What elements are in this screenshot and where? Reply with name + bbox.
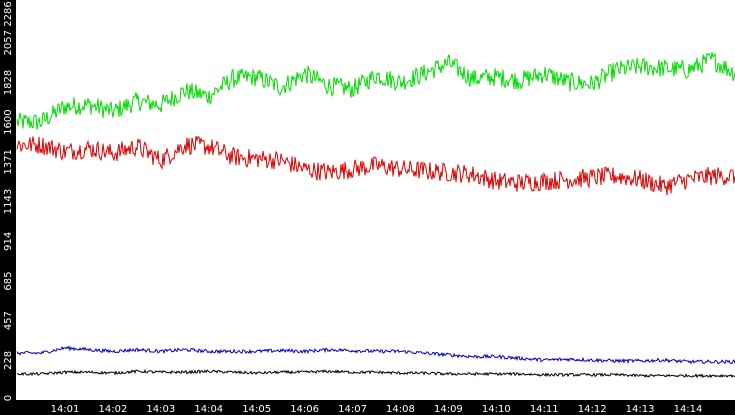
x-tick-label: 14:10: [482, 404, 511, 415]
x-tick-label: 14:06: [290, 404, 319, 415]
y-tick-labels: 0 228 457 685 914 1143 1371 1600 1828 2057 2286: [3, 1, 14, 401]
series-line: [16, 369, 735, 379]
y-axis-band: [0, 0, 16, 415]
series-line: [16, 345, 735, 365]
y-tick-label: 2057: [3, 30, 14, 55]
y-tick-label: 1371: [3, 149, 14, 174]
x-tick-label: 14:01: [51, 404, 80, 415]
y-tick-label: 1143: [3, 189, 14, 214]
x-tick-label: 14:07: [338, 404, 367, 415]
x-tick-label: 14:14: [674, 404, 703, 415]
series-line: [16, 135, 735, 196]
x-tick-label: 14:04: [194, 404, 223, 415]
x-tick-labels: 14:01 14:02 14:03 14:04 14:05 14:06 14:07 14:08…: [51, 404, 703, 415]
y-tick-label: 457: [3, 311, 14, 330]
y-tick-label: 228: [3, 351, 14, 370]
x-tick-label: 14:08: [386, 404, 415, 415]
x-tick-label: 14:11: [530, 404, 559, 415]
series-line: [16, 52, 735, 130]
x-tick-label: 14:03: [146, 404, 175, 415]
y-tick-label: 0: [3, 395, 14, 401]
y-tick-label: 914: [3, 232, 14, 251]
x-axis-band: [0, 400, 735, 415]
y-tick-label: 2286: [3, 1, 14, 26]
y-tick-label: 1828: [3, 70, 14, 95]
x-tick-label: 14:02: [99, 404, 128, 415]
series-layer: [16, 52, 735, 379]
x-tick-label: 14:05: [242, 404, 271, 415]
y-tick-label: 1600: [3, 109, 14, 134]
x-tick-label: 14:13: [626, 404, 655, 415]
y-tick-label: 685: [3, 271, 14, 290]
x-tick-label: 14:09: [434, 404, 463, 415]
x-tick-label: 14:12: [578, 404, 607, 415]
